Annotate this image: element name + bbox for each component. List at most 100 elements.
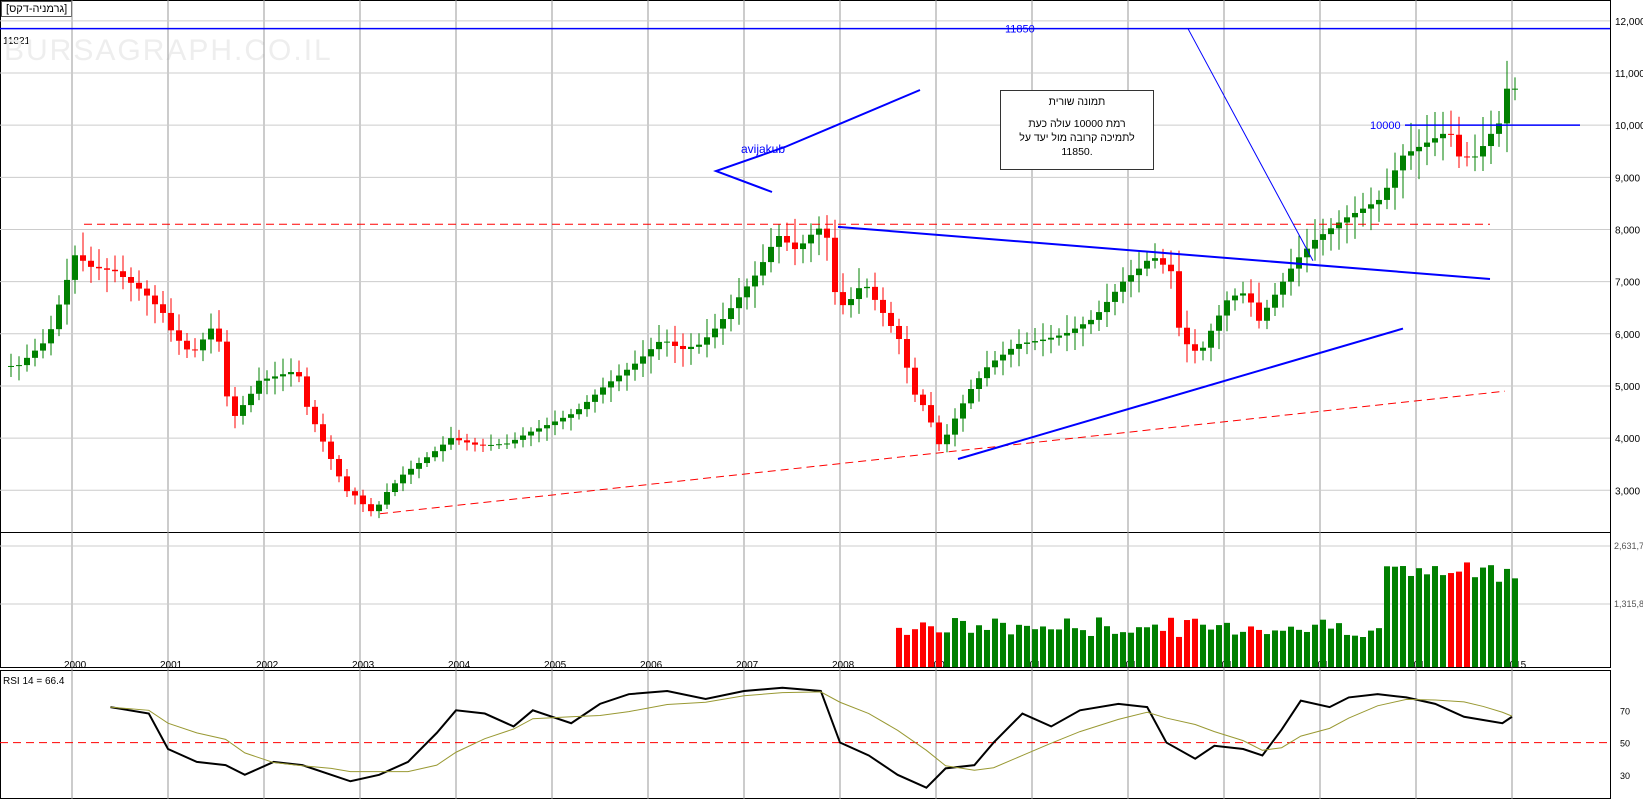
candle-body [1208,330,1214,348]
y-tick-label: 3,000 [1615,486,1640,497]
candle-body [680,345,686,350]
volume-bar [1192,618,1198,667]
candle-body [1344,217,1350,223]
candle-body [1200,347,1206,351]
candle-body [336,458,342,477]
candle-body [672,341,678,346]
projection-line [1187,28,1314,262]
volume-bar [1184,620,1190,667]
candle-body [592,394,598,402]
candle-body [648,349,654,357]
author-label: avijakub [741,142,785,156]
volume-bar [1312,624,1318,667]
analysis-note-box: תמונה שורית רמת 10000 עולה כעת לתמיכה קר… [1000,90,1154,170]
volume-tick-label: 1,315,88 [1614,599,1643,609]
candle-body [600,387,606,395]
candle-body [168,312,174,331]
candle-body [1456,134,1462,157]
candle-body [856,288,862,300]
candle-body [560,417,566,422]
candle-body [984,367,990,379]
candle-body [744,286,750,298]
volume-bar [1224,622,1230,667]
candle-body [8,365,14,367]
volume-bar [1448,573,1454,667]
volume-bar [928,626,934,667]
candle-body [1232,295,1238,301]
volume-bar [968,632,974,667]
candle-body [1432,138,1438,143]
volume-bar [1176,636,1182,667]
candle-body [568,414,574,418]
candle-body [968,389,974,404]
volume-bar [1232,634,1238,667]
volume-bar [1080,630,1086,667]
candle-body [888,312,894,326]
volume-bar [1480,567,1486,667]
x-tick-label: 2004 [448,660,471,671]
candle-body [872,286,878,300]
candle-body [1264,307,1270,321]
candle-body [1304,248,1310,258]
volume-bar [1256,629,1262,667]
volume-bar [1488,565,1494,667]
candle-body [1224,300,1230,316]
volume-bar [992,618,998,667]
candle-body [1368,204,1374,209]
candle-body [1504,88,1510,124]
candle-body [608,381,614,388]
volume-bar [1208,629,1214,667]
candle-body [1408,151,1414,156]
candle-body [528,431,534,436]
candle-body [32,350,38,358]
candle-body [72,255,78,280]
y-tick-label: 7,000 [1615,278,1640,289]
volume-bar [1024,625,1030,667]
candle-body [584,401,590,410]
volume-bar [1152,624,1158,667]
candle-body [128,277,134,283]
candle-body [320,424,326,442]
volume-bar [1112,633,1118,667]
candle-body [208,328,214,340]
volume-bar [1200,624,1206,667]
candle-body [704,337,710,345]
volume-bar [1040,626,1046,667]
candle-body [240,405,246,416]
candle-body [936,422,942,445]
candle-body [136,282,142,289]
candle-body [840,292,846,306]
volume-bar [1416,568,1422,667]
candle-body [352,491,358,496]
rsi-line [110,686,1513,789]
candle-body [816,228,822,235]
volume-bar [1504,568,1510,667]
candle-body [1152,258,1158,261]
candle-body [1416,146,1422,152]
candle-body [1040,339,1046,342]
candle-body [768,246,774,263]
x-tick-label: 2000 [64,660,87,671]
volume-bar [912,629,918,667]
volume-bar [1384,566,1390,667]
volume-bar [1104,626,1110,667]
candle-body [16,365,22,367]
candle-body [1136,268,1142,276]
volume-bar [1056,629,1062,667]
rsi-tick-label: 30 [1620,771,1630,781]
candle-body [1360,208,1366,213]
candle-body [912,367,918,395]
volume-bar [1264,634,1270,667]
volume-bar [1096,617,1102,667]
volume-bar [1472,577,1478,667]
candle-body [1248,293,1254,303]
candle-body [464,440,470,443]
candle-body [992,360,998,368]
candle-body [1440,133,1446,139]
candle-body [328,441,334,459]
candle-body [312,406,318,425]
candle-body [1128,275,1134,282]
candle-body [1320,234,1326,240]
candle-body [160,304,166,313]
candle-body [1024,342,1030,344]
